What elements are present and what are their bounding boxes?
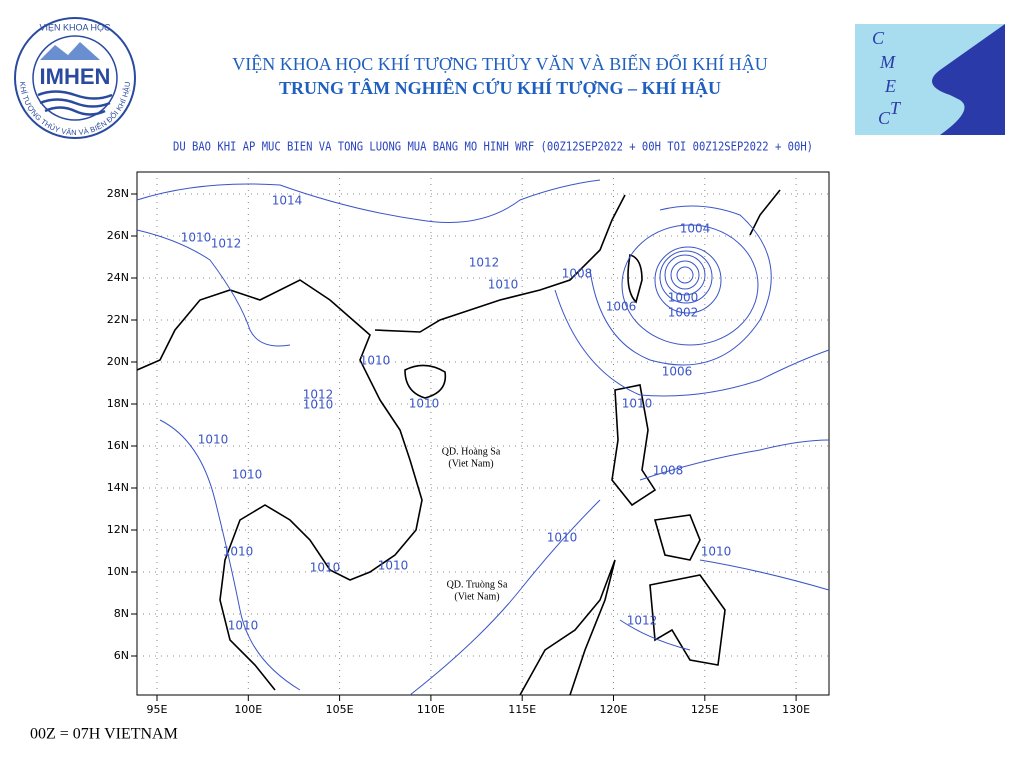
lat-label: 28N [107, 187, 129, 200]
luzon [611, 384, 657, 507]
contour-label: 1010 [488, 278, 519, 292]
lat-label: 24N [107, 271, 129, 284]
contour-label: 1012 [303, 388, 334, 402]
mindanao [649, 574, 726, 666]
taiwan [627, 254, 643, 304]
lat-label: 8N [114, 607, 129, 620]
lat-label: 14N [107, 481, 129, 494]
contour-label: 1010 [622, 397, 653, 411]
contour-label: 1010 [701, 545, 732, 559]
logo-letter: T [890, 98, 902, 118]
contour-label: 1010 [378, 559, 409, 573]
contour-label: 1014 [272, 194, 303, 208]
lat-label: 22N [107, 313, 129, 326]
contour-label: 1006 [606, 300, 637, 314]
lat-label: 26N [107, 229, 129, 242]
contour-label: 1010 [547, 531, 578, 545]
logo-letter: M [879, 52, 896, 72]
lat-label: 6N [114, 649, 129, 662]
contour-label: 1002 [668, 306, 699, 320]
contour-label: 1004 [680, 222, 711, 236]
logo-s-top [960, 24, 1005, 83]
contour-label: 1010 [409, 397, 440, 411]
lon-label: 125E [691, 703, 719, 716]
contour-label: 1010 [310, 561, 341, 575]
place-name: QD. Truòng Sa [447, 579, 508, 590]
contour-label: 1006 [662, 365, 693, 379]
logo-letter: C [872, 28, 885, 48]
visayas [653, 514, 701, 561]
imhen-logo: IMHEN VIỆN KHOA HỌC KHÍ TƯỢNG THỦY VĂN V… [14, 17, 136, 139]
lon-label: 110E [417, 703, 445, 716]
contour-label: 1008 [653, 464, 684, 478]
contour-label: 1008 [562, 267, 593, 281]
lat-label: 10N [107, 565, 129, 578]
place-name: QD. Hoàng Sa [442, 446, 501, 457]
china-coast [374, 194, 626, 333]
coastlines [136, 189, 781, 696]
lon-label: 115E [508, 703, 536, 716]
hainan [404, 364, 447, 399]
lat-label: 12N [107, 523, 129, 536]
header-title: VIỆN KHOA HỌC KHÍ TƯỢNG THỦY VĂN VÀ BIẾN… [232, 53, 767, 74]
contour-label: 1010 [181, 231, 212, 245]
lon-label: 105E [326, 703, 354, 716]
map-title: DU BAO KHI AP MUC BIEN VA TONG LUONG MUA… [173, 140, 813, 154]
contour-label: 1010 [232, 468, 263, 482]
mainland-coast [136, 279, 423, 691]
contour-label: 1010 [228, 619, 259, 633]
logo-mountain [40, 42, 100, 60]
logo-top-text: VIỆN KHOA HỌC [39, 22, 111, 32]
contour-label: 1010 [198, 433, 229, 447]
contour-label: 1010 [223, 545, 254, 559]
contour-label: 1012 [627, 614, 658, 628]
logo-name: IMHEN [40, 64, 111, 89]
contour-label: 1010 [360, 354, 391, 368]
place-country: (Viet Nam) [454, 591, 499, 602]
place-country: (Viet Nam) [448, 458, 493, 469]
lon-label: 95E [147, 703, 168, 716]
lon-label: 120E [600, 703, 628, 716]
header-subtitle: TRUNG TÂM NGHIÊN CỨU KHÍ TƯỢNG – KHÍ HẬU [279, 77, 721, 98]
contour-label: 1010 [303, 398, 334, 412]
borneo [519, 559, 616, 696]
footer-note: 00Z = 07H VIETNAM [30, 726, 178, 743]
contour-label: 1012 [211, 237, 242, 251]
lat-label: 16N [107, 439, 129, 452]
logo-letter: C [878, 108, 891, 128]
lat-label: 18N [107, 397, 129, 410]
contour-label: 1012 [469, 256, 500, 270]
lon-label: 100E [234, 703, 262, 716]
logo-letter: E [884, 76, 896, 96]
isobars [136, 179, 830, 696]
lon-label: 130E [782, 703, 810, 716]
lat-label: 20N [107, 355, 129, 368]
contour-label: 1000 [668, 291, 699, 305]
logo-waves [37, 90, 113, 116]
